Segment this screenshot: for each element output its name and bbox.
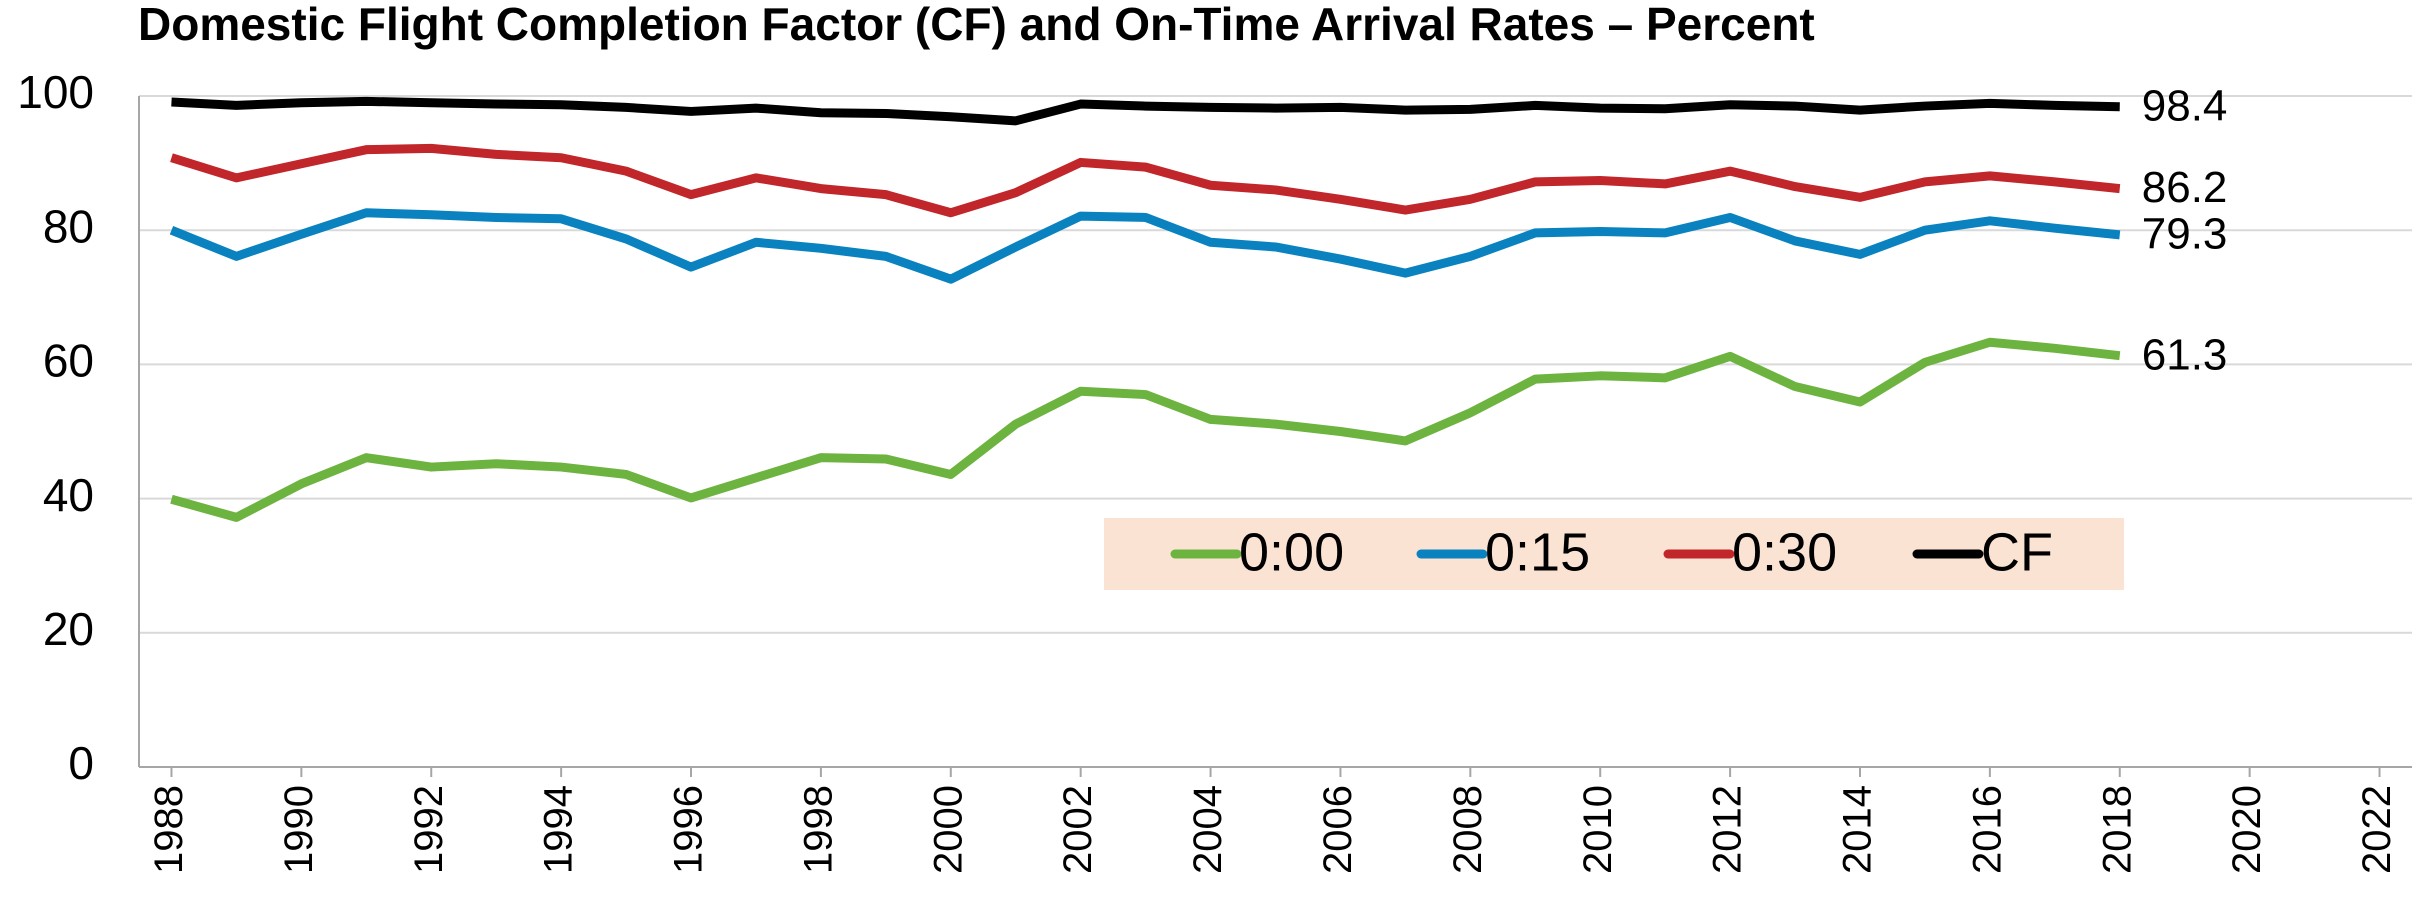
x-tick-label: 1996 [667,785,711,874]
y-tick-label: 60 [43,335,94,387]
end-label: 79.3 [2142,210,2228,259]
legend-label: 0:30 [1732,522,1837,582]
x-tick-label: 2012 [1706,785,1750,874]
y-tick-label: 20 [43,603,94,655]
x-tick-label: 2022 [2355,785,2399,874]
end-label: 86.2 [2142,163,2228,212]
x-tick-label: 2004 [1186,785,1230,874]
x-tick-label: 1990 [277,785,321,874]
y-tick-label: 100 [17,66,94,118]
end-label: 61.3 [2142,330,2228,379]
x-tick-label: 2002 [1056,785,1100,874]
x-tick-label: 1998 [796,785,840,874]
series-line [171,96,2120,126]
y-tick-label: 80 [43,200,94,252]
legend-label: 0:00 [1239,522,1344,582]
x-tick-label: 1992 [407,785,451,874]
series-line [170,337,2121,522]
end-label: 98.4 [2142,81,2228,130]
legend-label: CF [1981,522,2053,582]
x-tick-label: 2010 [1576,785,1620,874]
chart-title: Domestic Flight Completion Factor (CF) a… [138,0,1815,50]
y-tick-label: 0 [68,737,94,789]
x-tick-label: 2020 [2225,785,2269,874]
y-tick-label: 40 [43,469,94,521]
series-line [169,208,2121,284]
x-tick-label: 1994 [537,785,581,874]
x-tick-label: 2018 [2095,785,2139,874]
x-tick-label: 2006 [1316,785,1360,874]
x-tick-label: 2014 [1836,785,1880,874]
x-tick-label: 2008 [1446,785,1490,874]
x-tick-label: 2016 [1965,785,2009,874]
legend: 0:00 0:15 0:30 CF [1104,518,2124,590]
series-line [170,143,2121,218]
legend-label: 0:15 [1485,522,1590,582]
x-tick-label: 2000 [926,785,970,874]
x-tick-label: 1988 [147,785,191,874]
